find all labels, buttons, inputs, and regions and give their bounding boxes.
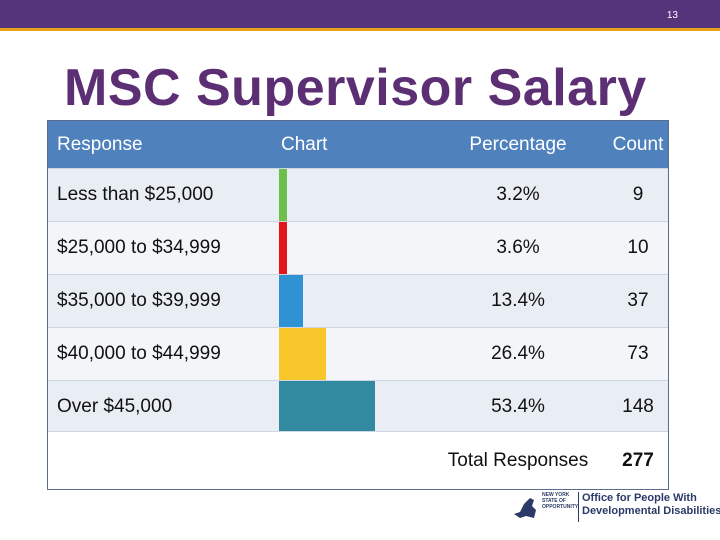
row-response: $25,000 to $34,999	[57, 237, 221, 258]
total-label: Total Responses	[447, 449, 589, 471]
top-banner: 13	[0, 0, 720, 31]
row-percentage: 3.6%	[496, 237, 540, 258]
row-bar	[279, 381, 375, 433]
row-bar	[279, 169, 287, 221]
table-row: $40,000 to $44,999 26.4% 73	[48, 327, 668, 380]
row-percentage: 3.2%	[496, 184, 540, 205]
row-count: 10	[627, 237, 649, 258]
logo-divider	[578, 492, 579, 522]
table-row: $25,000 to $34,999 3.6% 10	[48, 221, 668, 274]
row-bar	[279, 328, 326, 380]
table-row: Over $45,000 53.4% 148	[48, 380, 668, 433]
header-count: Count	[612, 133, 664, 155]
total-count: 277	[622, 449, 654, 471]
row-bar	[279, 275, 303, 327]
row-response: $40,000 to $44,999	[57, 343, 221, 364]
page-number: 13	[666, 10, 678, 21]
row-response: $35,000 to $39,999	[57, 290, 221, 311]
opwdd-logo: NEW YORK STATE OF OPPORTUNITY Office for…	[510, 490, 720, 526]
row-bar	[279, 222, 287, 274]
total-row: Total Responses 277	[48, 431, 668, 489]
row-percentage: 53.4%	[491, 396, 545, 417]
row-count: 73	[627, 343, 649, 364]
header-percentage: Percentage	[469, 133, 567, 155]
row-count: 148	[622, 396, 654, 417]
row-count: 9	[632, 184, 644, 205]
table-row: Less than $25,000 3.2% 9	[48, 168, 668, 221]
logo-org-line2: Developmental Disabilities	[582, 505, 720, 517]
row-percentage: 26.4%	[491, 343, 545, 364]
header-chart: Chart	[281, 133, 328, 155]
logo-org-text: Office for People With Developmental Dis…	[582, 492, 720, 518]
table-header-row: Response Chart Percentage Count	[48, 121, 668, 168]
logo-state-text: NEW YORK STATE OF OPPORTUNITY	[542, 492, 579, 510]
page-title: MSC Supervisor Salary	[64, 59, 647, 117]
salary-table: Response Chart Percentage Count Less tha…	[47, 120, 669, 490]
row-count: 37	[627, 290, 649, 311]
row-response: Less than $25,000	[57, 184, 214, 205]
table-row: $35,000 to $39,999 13.4% 37	[48, 274, 668, 327]
ny-state-map-icon	[514, 498, 536, 518]
row-response: Over $45,000	[57, 396, 173, 417]
logo-org-line1: Office for People With	[582, 492, 697, 504]
row-percentage: 13.4%	[491, 290, 545, 311]
header-response: Response	[57, 133, 143, 155]
